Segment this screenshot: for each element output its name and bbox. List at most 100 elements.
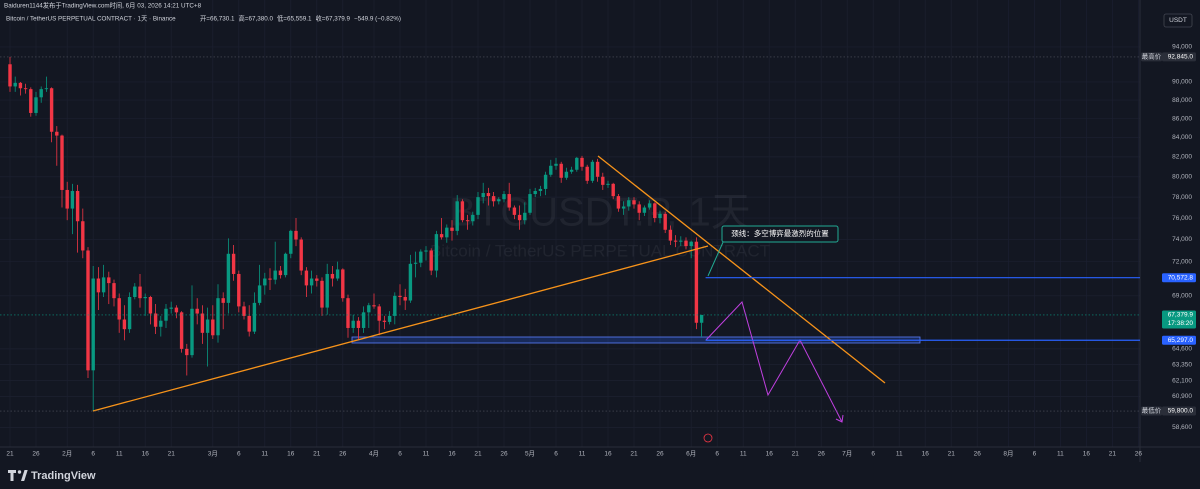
candle-body [294,230,298,240]
y-tick-label: 86,000 [1172,115,1192,122]
candle-body [424,250,428,252]
candle-body [663,213,667,230]
candle-body [242,306,246,316]
currency-box[interactable] [1163,13,1193,28]
y-tick-label: 60,900 [1172,393,1192,400]
ohlc-legend-item: 低=65,559.1 [277,14,312,23]
candle-body [226,253,231,303]
x-tick-label: 21 [313,451,321,458]
candle-body [44,88,49,90]
y-tick-label: 62,100 [1172,377,1192,384]
support-trendline [92,245,709,412]
x-tick-label: 6 [237,451,241,458]
candle-body [486,193,491,197]
candle-body [632,200,636,205]
x-tick-label: 6月 [686,450,696,458]
y-tick-label: 94,000 [1172,44,1192,51]
x-tick-label: 21 [792,451,800,458]
candle-body [429,250,433,271]
x-tick-label: 11 [1057,451,1064,458]
candle-body [315,278,319,281]
price-label-tag: 最高价 [1142,52,1162,61]
y-tick-label: 80,000 [1172,173,1192,180]
candle-body [403,297,407,301]
candle-body [335,269,340,279]
x-tick-label: 26 [974,451,982,458]
y-tick-label: 74,000 [1172,236,1192,243]
candle-body [377,306,381,321]
candle-body [460,201,465,221]
candle-body [289,230,293,254]
candle-body [559,163,563,178]
candle-body [55,131,59,136]
candle-body [507,194,511,208]
x-tick-label: 21 [948,451,956,458]
callout-connector [707,239,725,277]
candle-body [65,189,69,209]
x-tick-label: 16 [604,451,612,458]
candle-body [75,190,80,222]
candle-body [268,278,272,280]
candle-body [159,320,163,327]
x-tick-label: 26 [339,451,347,458]
price-label-countdown: 17:38:20 [1168,320,1194,327]
price-label-tag-box [1141,406,1162,416]
candle-body [237,273,241,307]
candle-body [658,213,662,219]
ohlc-legend: 开=66,730.1 高=67,380.0 低=65,559.1 收=67,379.9… [200,14,401,23]
brand-logo-dot [17,470,22,474]
candle-body [450,227,454,231]
candle-body [361,312,366,328]
price-label-box [1162,273,1196,283]
candle-body [538,188,543,191]
price-label-box [1162,52,1196,62]
x-tick-label: 8月 [1003,450,1013,458]
candle-body [528,194,532,213]
y-tick-label: 88,000 [1172,97,1192,104]
ohlc-legend-item: 收=67,379.9 [316,14,351,23]
candle-body [611,183,615,197]
candle-body [606,183,610,185]
candle-body [575,157,579,170]
price-label-box [1162,335,1196,345]
candle-body [523,212,527,221]
y-tick-label: 69,000 [1172,293,1192,300]
currency[interactable]: USDT [1169,17,1187,24]
x-tick-label: 21 [6,451,14,458]
x-tick-label: 6 [398,451,402,458]
ohlc-legend-item: 高=67,380.0 [239,14,274,23]
candle-body [325,273,329,308]
candle-body [8,64,12,87]
candle-body [231,253,236,274]
y-tick-label: 58,600 [1172,424,1192,431]
candle-body [351,320,355,328]
callout-text: 颈线：多空博弈最激烈的位置 [731,228,829,238]
candle-body [133,286,137,298]
price-label: 65,297.0 [1168,337,1194,344]
candle-body [585,166,589,181]
x-tick-label: 16 [766,451,774,458]
ohlc-legend-item: 开=66,730.1 [200,15,235,23]
x-tick-label: 26 [1135,451,1143,458]
candle-body [18,82,23,89]
candle-body [455,201,459,231]
candle-body [517,214,522,221]
candles [8,56,704,412]
x-tick-label: 16 [142,451,150,458]
x-tick-label: 16 [448,451,456,458]
event-marker [703,433,713,443]
chart-title: Bitcoin / TetherUS PERPETUAL CONTRACT · … [6,15,176,23]
publisher: Baiduren1144发布于TradingView.com时间, 6月 03,… [4,1,202,10]
candle-body [502,194,506,200]
candle-body [445,227,449,238]
x-tick-label: 26 [500,451,508,458]
candle-body [330,273,335,279]
resistance-trendline [597,155,886,384]
x-tick-label: 26 [32,451,40,458]
candle-body [434,234,439,271]
x-tick-label: 26 [818,451,826,458]
x-tick-label: 6 [1033,451,1037,458]
candle-body [512,207,517,215]
candle-body [481,193,485,198]
candle-body [533,190,537,195]
